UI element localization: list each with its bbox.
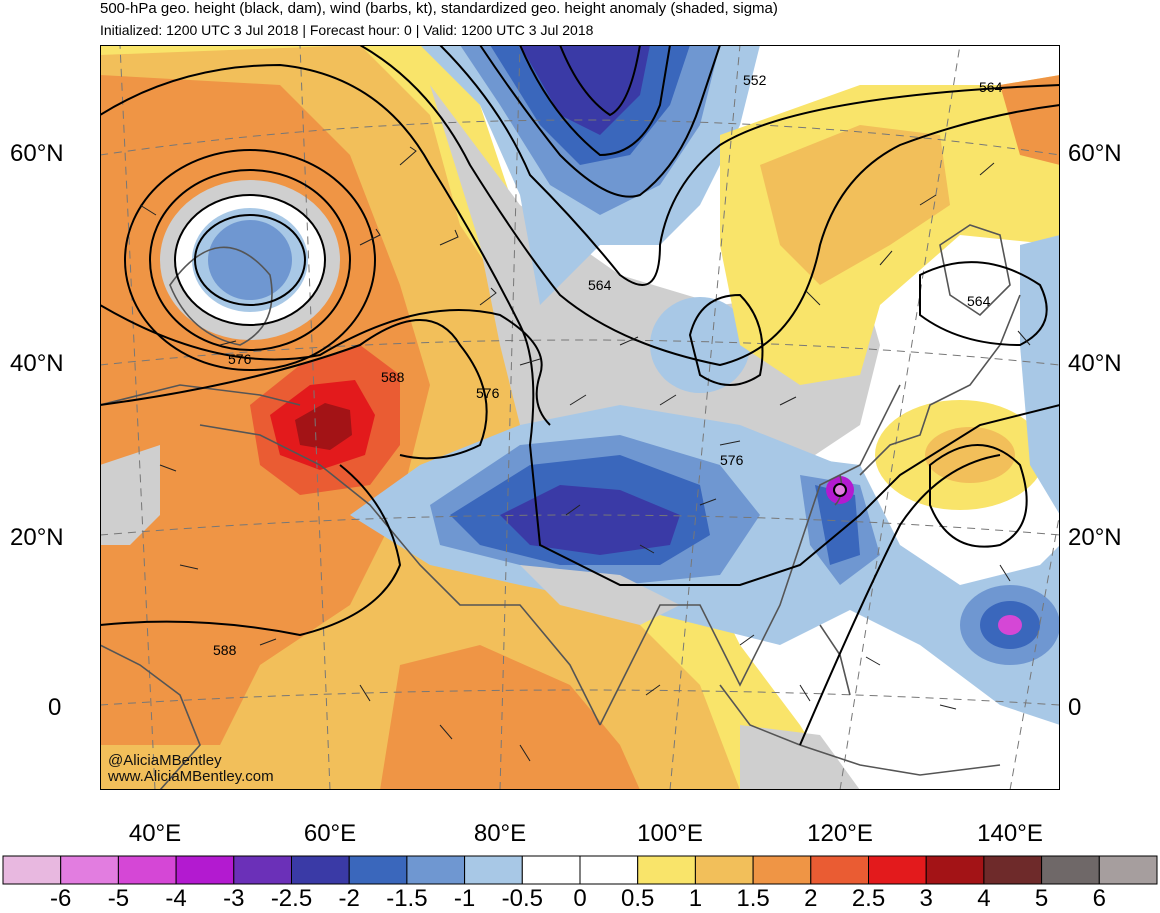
colorbar-tick-label: 5	[1034, 885, 1049, 912]
contour-label: 576	[228, 351, 252, 367]
anomaly-cold-wpac-3	[815, 485, 860, 565]
lon-label: 140°E	[977, 820, 1043, 847]
contour-label: 564	[588, 277, 612, 293]
colorbar-tick-label: -0.5	[501, 885, 543, 912]
colorbar-swatch	[983, 855, 1043, 885]
map-subtitle: Initialized: 1200 UTC 3 Jul 2018 | Forec…	[100, 22, 594, 38]
lat-label-left: 40°N	[10, 350, 64, 377]
colorbar-tick-label: -5	[107, 885, 130, 912]
anomaly-warm-core-3	[295, 403, 352, 450]
lat-label-left: 60°N	[10, 140, 64, 167]
colorbar-tick-label: -3	[223, 885, 245, 912]
colorbar-swatch	[694, 855, 754, 885]
map-panel: 552 564 564 564 576 576 576 588 588	[100, 45, 1060, 790]
lat-label-right: 20°N	[1068, 524, 1122, 551]
anomaly-gray-central	[430, 85, 880, 485]
colorbar-tick-label: 0.5	[621, 885, 655, 912]
lon-label: 120°E	[807, 820, 873, 847]
colorbar-swatch	[1098, 855, 1158, 885]
colorbar-tick-label: -6	[50, 885, 72, 912]
anomaly-cold-caspian-3	[208, 220, 292, 300]
colorbar-swatch	[810, 855, 869, 885]
lat-label-left: 0	[48, 694, 62, 721]
anomaly-warm-japan-2	[925, 427, 1015, 483]
colorbar-tick-label: -1.5	[386, 885, 428, 912]
colorbar-tick-label: 1	[688, 885, 703, 912]
colorbar-swatch	[406, 855, 466, 885]
lon-label: 40°E	[128, 820, 182, 847]
colorbar-tick-label: 2.5	[851, 885, 886, 912]
map-frame	[100, 45, 1060, 790]
lat-label-right: 0	[1068, 694, 1082, 721]
map-title: 500-hPa geo. height (black, dam), wind (…	[100, 0, 778, 17]
anomaly-cold-typhoon-4	[998, 615, 1022, 635]
anomaly-cold-mongolia	[650, 297, 750, 393]
colorbar-swatch	[868, 855, 927, 885]
colorbar-tick-label: 0	[573, 885, 587, 912]
lon-label: 100°E	[637, 820, 703, 847]
anomaly-cold-tibet-4	[500, 485, 680, 555]
contour-label: 564	[979, 79, 1003, 95]
colorbar-swatch	[925, 855, 985, 885]
colorbar-tick-label: 6	[1092, 885, 1106, 912]
colorbar-swatch	[348, 855, 408, 885]
lon-label: 80°E	[473, 820, 527, 847]
graticule	[100, 45, 1060, 790]
colorbar-tick-label: -2	[338, 885, 360, 912]
colorbar-tick-label: 3	[919, 885, 933, 912]
anomaly-gray-sea	[740, 725, 860, 790]
contour-label: 552	[743, 72, 767, 88]
anomaly-gray-india	[520, 565, 680, 625]
colorbar-swatch	[60, 855, 119, 885]
colorbar-tick-label: 4	[977, 885, 991, 912]
wind-barbs	[139, 146, 1031, 762]
colorbar-swatch	[1041, 855, 1100, 885]
colorbar-swatch	[637, 855, 696, 885]
contour-label: 564	[967, 293, 991, 309]
contour-label: 576	[476, 385, 500, 401]
credit-url: www.AliciaMBentley.com	[108, 768, 274, 785]
lat-label-left: 20°N	[10, 524, 64, 551]
anomaly-warm-far-ne	[1000, 75, 1060, 165]
anomaly-warm-south	[380, 645, 640, 790]
height-contours	[100, 45, 1060, 746]
colorbar-tick-label: -2.5	[270, 885, 313, 912]
colorbar-swatch	[752, 855, 812, 885]
colorbar	[2, 855, 1158, 885]
colorbar-swatch	[233, 855, 293, 885]
contour-labels: 552 564 564 564 576 576 576 588 588	[213, 72, 1003, 658]
colorbar-tick-label: -4	[165, 885, 187, 912]
anomaly-cold-east	[1020, 235, 1060, 515]
colorbar-swatch	[175, 855, 235, 885]
colorbar-tick-label: -1	[453, 885, 476, 912]
colorbar-swatch	[521, 855, 581, 885]
typhoon-center-marker	[833, 483, 847, 497]
colorbar-swatch	[579, 855, 639, 885]
lon-label: 60°E	[303, 820, 357, 847]
anomaly-warm-northeast-2	[760, 125, 950, 285]
contour-label: 576	[720, 452, 744, 468]
lat-label-right: 40°N	[1068, 350, 1122, 377]
colorbar-swatch	[464, 855, 523, 885]
colorbar-swatch	[2, 855, 62, 885]
colorbar-tick-label: 1.5	[736, 885, 770, 912]
anomaly-gray-sw	[100, 445, 160, 545]
colorbar-swatch	[117, 855, 177, 885]
contour-label: 588	[213, 642, 237, 658]
contour-label: 588	[381, 369, 405, 385]
colorbar-swatch	[291, 855, 350, 885]
colorbar-tick-label: 2	[804, 885, 818, 912]
lat-label-right: 60°N	[1068, 140, 1122, 167]
credit-handle: @AliciaMBentley	[108, 752, 222, 769]
